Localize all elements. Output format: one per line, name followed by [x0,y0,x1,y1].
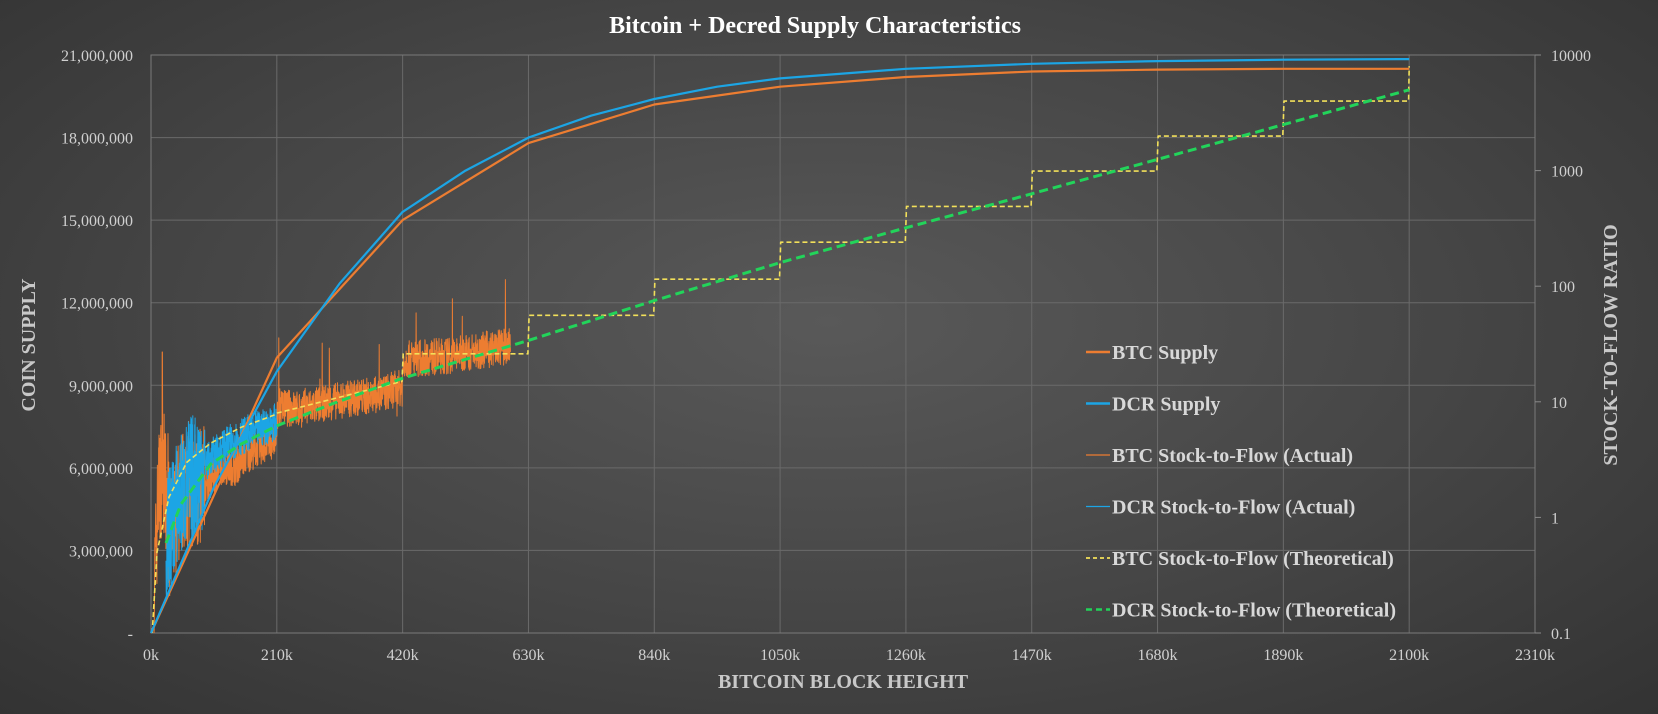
legend-label: BTC Supply [1112,342,1218,364]
legend: BTC Supply DCR Supply BTC Stock-to-Flow (A… [1086,342,1396,622]
y-tick-label: 18,000,000 [61,131,133,148]
y2-axis-title: STOCK-TO-FLOW RATIO [1600,224,1622,465]
x-tick-label: 2310k [1515,647,1555,664]
y2-tick-label: 10 [1551,395,1567,412]
x-tick-label: 420k [387,647,419,664]
x-tick-label: 840k [638,647,670,664]
x-axis-title: BITCOIN BLOCK HEIGHT [718,671,969,693]
y-tick-label: 21,000,000 [61,48,133,65]
series-line-4 [151,66,1410,634]
series-line-0 [149,67,1410,634]
series-layer [149,58,1410,634]
y2-tick-label: 100 [1551,279,1575,296]
grid-layer [150,54,1536,634]
y-tick-label: 3,000,000 [69,543,133,560]
y-tick-label: 9,000,000 [69,378,133,395]
series-line-1 [149,58,1410,634]
plot-area-border [150,54,1536,634]
y-tick-label: 6,000,000 [69,461,133,478]
legend-label: DCR Stock-to-Flow (Theoretical) [1112,600,1396,622]
legend-label: BTC Stock-to-Flow (Actual) [1112,445,1353,467]
x-tick-label: 1470k [1012,647,1052,664]
legend-label: BTC Stock-to-Flow (Theoretical) [1112,548,1394,570]
y2-tick-label: 10000 [1551,48,1591,65]
series-line-5 [164,88,1410,544]
legend-label: DCR Supply [1112,394,1220,416]
y-tick-label: 15,000,000 [61,213,133,230]
x-tick-label: 210k [261,647,293,664]
series-line-3 [165,403,278,598]
axis-layer: 0k 210k 420k 630k 840k 1050k 1260k 1470k 1680k 18… [61,48,1591,664]
y-tick-label: - [128,626,133,643]
y2-tick-label: 1000 [1551,164,1583,181]
x-tick-label: 1260k [886,647,926,664]
x-tick-label: 1890k [1263,647,1303,664]
x-tick-label: 0k [143,647,159,664]
chart-title: Bitcoin + Decred Supply Characteristics [609,13,1021,39]
x-tick-label: 1680k [1138,647,1178,664]
y2-tick-label: 1 [1551,510,1559,527]
y2-tick-label: 0.1 [1551,626,1571,643]
y-tick-label: 12,000,000 [61,296,133,313]
legend-label: DCR Stock-to-Flow (Actual) [1112,497,1355,519]
x-tick-label: 2100k [1389,647,1429,664]
y-axis-title: COIN SUPPLY [18,278,40,412]
x-tick-label: 630k [512,647,544,664]
x-tick-label: 1050k [760,647,800,664]
